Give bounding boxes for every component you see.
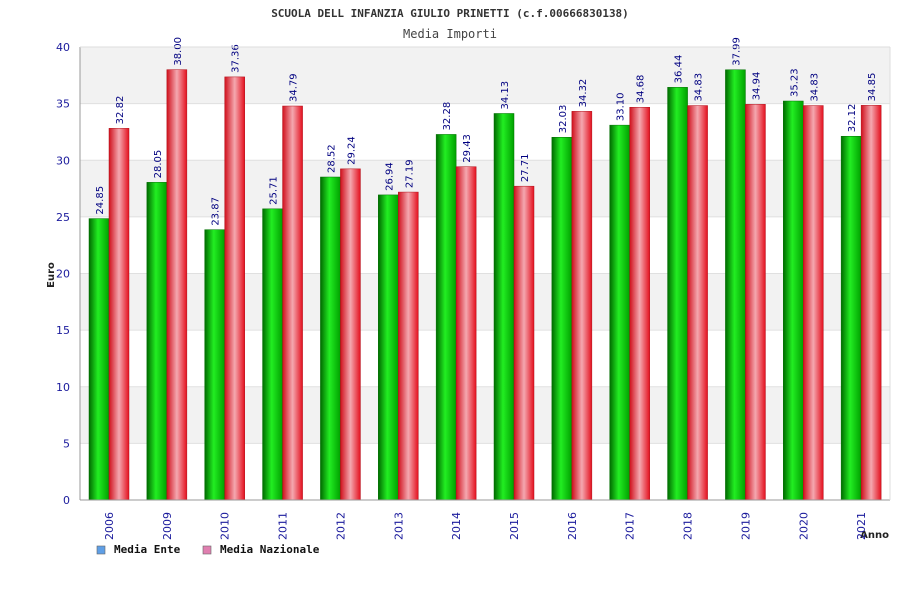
x-tick-label: 2009	[161, 512, 174, 540]
y-tick-label: 10	[56, 381, 70, 394]
bar-ente-2012	[320, 176, 341, 501]
x-tick-label: 2021	[855, 512, 868, 540]
x-tick-label: 2010	[219, 512, 232, 540]
grid-band	[80, 273, 890, 331]
x-axis-label: Anno	[860, 530, 889, 541]
bar-nazionale-2013	[398, 191, 419, 501]
value-label: 29.24	[346, 136, 357, 165]
legend-swatch-nazionale	[202, 545, 212, 555]
x-tick-label: 2017	[624, 512, 637, 540]
value-label: 35.23	[789, 68, 800, 97]
x-tick-label: 2015	[508, 512, 521, 540]
bar-nazionale-2018	[687, 105, 708, 501]
value-label: 27.71	[520, 154, 531, 183]
value-label: 27.19	[404, 159, 415, 188]
bar-nazionale-2017	[629, 106, 650, 501]
y-tick-label: 25	[56, 211, 70, 224]
bar-ente-2010	[204, 229, 225, 501]
chart-subtitle: Media Importi	[403, 27, 497, 41]
value-label: 32.12	[847, 104, 858, 133]
value-label: 37.99	[731, 37, 742, 66]
x-tick-label: 2018	[682, 512, 695, 540]
bar-nazionale-2014	[455, 166, 477, 501]
legend-label-ente: Media Ente	[114, 543, 181, 556]
bar-ente-2019	[725, 69, 746, 501]
legend: Media Ente Media Nazionale	[96, 543, 320, 556]
value-label: 34.94	[751, 72, 762, 101]
legend-swatch-ente	[96, 545, 106, 555]
y-tick-label: 20	[56, 268, 70, 281]
value-label: 28.05	[153, 150, 164, 179]
value-label: 32.03	[558, 105, 569, 134]
x-tick-label: 2006	[103, 512, 116, 540]
value-label: 32.82	[115, 96, 126, 125]
value-label: 36.44	[674, 55, 685, 84]
bar-nazionale-2015	[513, 185, 535, 501]
value-label: 26.94	[384, 162, 395, 191]
bar-ente-2011	[262, 208, 283, 501]
bar-nazionale-2009	[166, 69, 188, 501]
bar-nazionale-2019	[745, 104, 766, 501]
y-axis-label: Euro	[46, 262, 57, 288]
value-label: 34.79	[289, 73, 300, 102]
bar-nazionale-2012	[340, 168, 361, 501]
value-label: 34.32	[578, 79, 589, 108]
bar-nazionale-2011	[282, 105, 303, 501]
value-label: 34.13	[500, 81, 511, 110]
bar-nazionale-2006	[108, 128, 130, 501]
bar-ente-2021	[840, 135, 862, 501]
bar-nazionale-2021	[860, 105, 882, 501]
x-tick-label: 2016	[566, 512, 579, 540]
y-tick-label: 40	[56, 41, 70, 54]
x-tick-label: 2019	[739, 512, 752, 540]
grid-band	[80, 386, 890, 444]
value-label: 28.52	[326, 144, 337, 173]
bar-ente-2009	[146, 182, 168, 501]
x-tick-label: 2012	[334, 512, 347, 540]
x-tick-label: 2020	[797, 512, 810, 540]
bars	[88, 69, 882, 501]
bar-nazionale-2016	[571, 111, 593, 501]
y-tick-label: 0	[63, 494, 70, 507]
bar-ente-2013	[378, 194, 399, 501]
bar-nazionale-2010	[224, 76, 245, 501]
value-label: 34.83	[694, 73, 705, 102]
value-label: 34.85	[867, 73, 878, 102]
y-tick-label: 15	[56, 324, 70, 337]
value-label: 32.28	[442, 102, 453, 131]
value-label: 34.68	[636, 75, 647, 104]
bar-ente-2016	[551, 137, 573, 501]
bar-ente-2017	[609, 124, 630, 501]
y-tick-labels: 0 5 10 15 20 25 30 35 40	[56, 41, 70, 507]
chart-title: SCUOLA DELL INFANZIA GIULIO PRINETTI (c.…	[271, 7, 629, 20]
legend-label-nazionale: Media Nazionale	[220, 543, 320, 556]
value-label: 25.71	[269, 176, 280, 205]
value-label: 29.43	[462, 134, 473, 163]
x-tick-label: 2014	[450, 512, 463, 540]
grid-band	[80, 47, 890, 104]
value-label: 33.10	[616, 93, 627, 122]
value-label: 37.36	[231, 44, 242, 73]
grid-band	[80, 160, 890, 217]
y-tick-label: 35	[56, 98, 70, 111]
bar-ente-2018	[667, 87, 688, 501]
bar-nazionale-2020	[803, 105, 824, 501]
x-tick-label: 2013	[392, 512, 405, 540]
value-labels: 24.85 32.82 28.05 38.00 23.87 37.36 25.71 34.79…	[95, 37, 878, 226]
bar-ente-2015	[493, 113, 515, 501]
value-label: 23.87	[211, 197, 222, 226]
y-tick-label: 30	[56, 154, 70, 167]
value-label: 34.83	[809, 73, 820, 102]
value-label: 38.00	[173, 37, 184, 66]
value-label: 24.85	[95, 186, 106, 215]
bar-ente-2020	[783, 100, 804, 501]
x-tick-labels: 2006 2009 2010 2011 2012 2013 2014 2015 2016 2017…	[103, 512, 868, 540]
grid-bands	[80, 47, 890, 444]
y-tick-label: 5	[63, 437, 70, 450]
bar-ente-2014	[435, 134, 457, 501]
x-tick-label: 2011	[277, 512, 290, 540]
bar-ente-2006	[88, 218, 110, 501]
